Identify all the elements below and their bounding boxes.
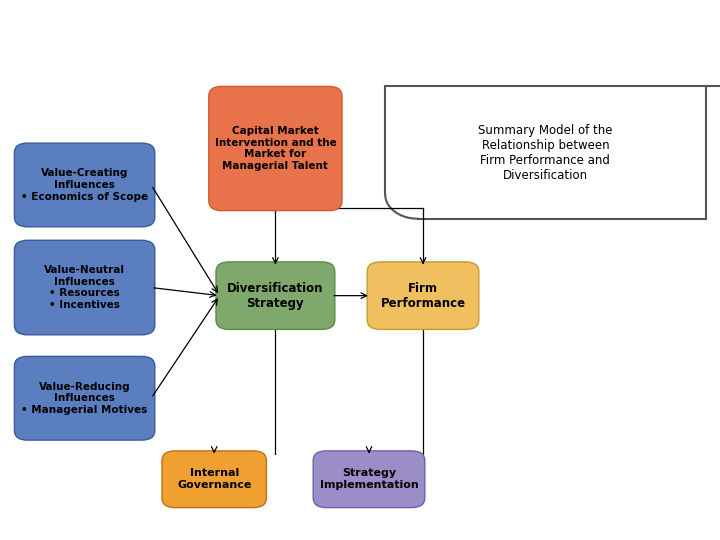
FancyBboxPatch shape [313, 451, 425, 508]
FancyBboxPatch shape [209, 86, 342, 211]
FancyBboxPatch shape [14, 143, 155, 227]
Text: Value-Neutral
Influences
• Resources
• Incentives: Value-Neutral Influences • Resources • I… [44, 265, 125, 310]
FancyBboxPatch shape [367, 262, 479, 329]
Text: Firm
Performance: Firm Performance [380, 282, 466, 309]
FancyBboxPatch shape [216, 262, 335, 329]
FancyBboxPatch shape [14, 356, 155, 440]
Text: Value-Reducing
Influences
• Managerial Motives: Value-Reducing Influences • Managerial M… [22, 382, 148, 415]
FancyBboxPatch shape [14, 240, 155, 335]
Text: Strategy
Implementation: Strategy Implementation [320, 468, 418, 490]
Text: Capital Market
Intervention and the
Market for
Managerial Talent: Capital Market Intervention and the Mark… [215, 126, 336, 171]
Text: Summary Model of the
Relationship between
Firm Performance and
Diversification: Summary Model of the Relationship betwee… [478, 124, 613, 181]
FancyBboxPatch shape [382, 84, 709, 221]
Text: Internal
Governance: Internal Governance [177, 468, 251, 490]
Text: Diversification
Strategy: Diversification Strategy [227, 282, 324, 309]
FancyBboxPatch shape [162, 451, 266, 508]
Text: Value-Creating
Influences
• Economics of Scope: Value-Creating Influences • Economics of… [21, 168, 148, 201]
